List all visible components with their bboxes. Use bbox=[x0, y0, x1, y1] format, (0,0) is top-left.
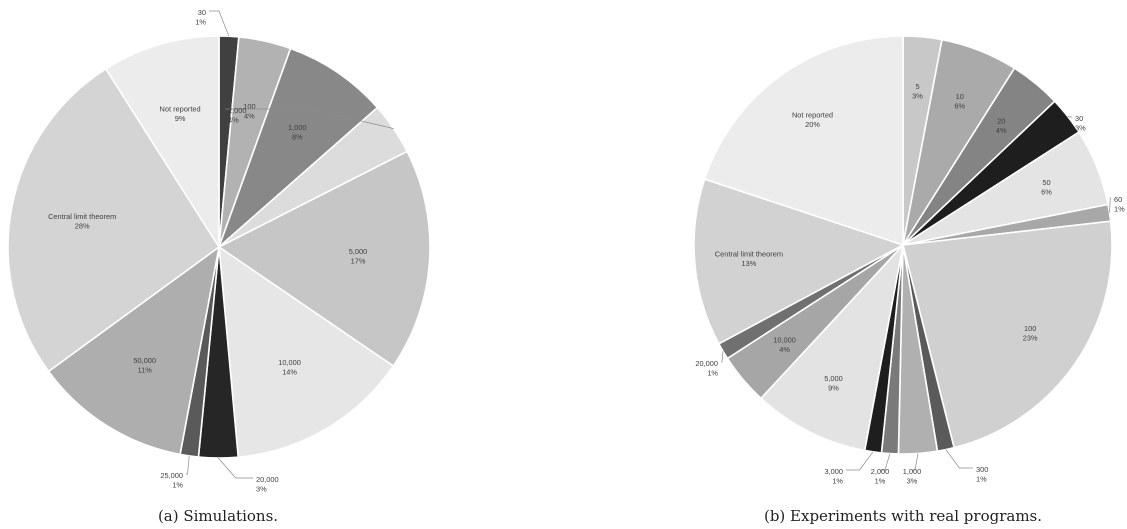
pie-slice-10-000 bbox=[218, 245, 395, 458]
pie-slice-5-000 bbox=[217, 150, 431, 368]
leader-line-30 bbox=[209, 10, 230, 37]
slice-label-not-reported: Not reported bbox=[792, 111, 833, 120]
slice-percent-100: 23% bbox=[1023, 333, 1038, 342]
caption-simulations: (a) Simulations. bbox=[158, 507, 278, 525]
slice-percent-10-000: 14% bbox=[282, 368, 297, 377]
slice-percent-100: 4% bbox=[244, 112, 255, 121]
slice-percent-5: 3% bbox=[912, 92, 923, 101]
slice-label-2-000: 2,000 bbox=[871, 467, 890, 476]
leader-line-3-000 bbox=[846, 451, 874, 471]
slice-percent-3-000: 1% bbox=[832, 477, 843, 486]
pie-slice-central-limit-theorem bbox=[693, 178, 906, 345]
pie-slice-not-reported bbox=[104, 35, 220, 250]
slice-percent-30: 1% bbox=[195, 18, 206, 27]
slice-label-5: 5 bbox=[915, 82, 919, 91]
leader-line-30 bbox=[1067, 115, 1072, 118]
slice-label-50: 50 bbox=[1042, 178, 1050, 187]
slice-percent-1-000: 8% bbox=[292, 132, 303, 141]
slice-label-60: 60 bbox=[1114, 195, 1122, 204]
pie-slice-not-reported bbox=[703, 35, 904, 247]
slice-label-1-000: 1,000 bbox=[903, 467, 922, 476]
slice-label-25-000: 25,000 bbox=[160, 471, 183, 480]
slice-label-20-000: 20,000 bbox=[695, 359, 718, 368]
slice-percent-300: 1% bbox=[976, 475, 987, 484]
slice-percent-50: 6% bbox=[1041, 188, 1052, 197]
slice-percent-25-000: 1% bbox=[172, 481, 183, 490]
slice-label-2-000: 2,000 bbox=[228, 106, 247, 115]
slice-percent-20: 4% bbox=[996, 126, 1007, 135]
slice-label-not-reported: Not reported bbox=[160, 104, 201, 113]
pie-slice-central-limit-theorem bbox=[7, 67, 221, 373]
slice-percent-50-000: 11% bbox=[138, 365, 153, 374]
pie-slice-1-000 bbox=[218, 47, 379, 248]
slice-label-100: 100 bbox=[243, 102, 255, 111]
slice-percent-not-reported: 20% bbox=[805, 120, 820, 129]
slice-percent-5-000: 17% bbox=[351, 257, 366, 266]
leader-line-25-000 bbox=[186, 455, 190, 475]
pie-slice-5-000 bbox=[759, 242, 905, 452]
slice-label-20-000: 20,000 bbox=[256, 475, 279, 484]
slice-percent-2-000: 4% bbox=[228, 116, 239, 125]
slice-percent-1-000: 3% bbox=[907, 477, 918, 486]
leader-line-2-000 bbox=[880, 453, 891, 471]
slice-percent-2-000: 1% bbox=[875, 477, 886, 486]
slice-label-central-limit-theorem: Central limit theorem bbox=[48, 212, 116, 221]
slice-label-5-000: 5,000 bbox=[349, 247, 368, 256]
slice-percent-60: 1% bbox=[1114, 205, 1125, 214]
slice-percent-30: 3% bbox=[1075, 124, 1086, 133]
slice-label-100: 100 bbox=[1024, 324, 1036, 333]
slice-label-30: 30 bbox=[1075, 114, 1083, 123]
slice-label-10: 10 bbox=[956, 92, 964, 101]
slice-label-10-000: 10,000 bbox=[278, 358, 301, 367]
slice-label-3-000: 3,000 bbox=[825, 467, 844, 476]
pie-slice-50-000 bbox=[47, 245, 221, 456]
leader-line-60 bbox=[1109, 197, 1111, 213]
slice-label-30: 30 bbox=[198, 8, 206, 17]
pie-slice-100 bbox=[902, 220, 1113, 449]
slice-percent-central-limit-theorem: 28% bbox=[75, 222, 90, 231]
leader-line-2-000 bbox=[225, 108, 394, 129]
slice-percent-10: 6% bbox=[954, 102, 965, 111]
leader-line-300 bbox=[945, 449, 973, 469]
pie-chart-simulations: 301%1004%1,0008%2,0004%5,00017%10,00014%… bbox=[7, 8, 431, 494]
leader-line-20-000 bbox=[218, 457, 253, 479]
slice-percent-20-000: 3% bbox=[256, 485, 267, 494]
slice-percent-5-000: 9% bbox=[828, 384, 839, 393]
slice-label-5-000: 5,000 bbox=[824, 374, 843, 383]
slice-label-50-000: 50,000 bbox=[133, 356, 156, 365]
leader-line-1-000 bbox=[912, 453, 919, 471]
slice-label-20: 20 bbox=[997, 117, 1005, 126]
slice-label-10-000: 10,000 bbox=[773, 336, 796, 345]
slice-label-central-limit-theorem: Central limit theorem bbox=[715, 249, 783, 258]
leader-line-20-000 bbox=[721, 351, 724, 363]
slice-percent-central-limit-theorem: 13% bbox=[742, 259, 757, 268]
slice-percent-20-000: 1% bbox=[707, 369, 718, 378]
slice-label-300: 300 bbox=[976, 465, 988, 474]
pie-chart-real-programs: 53% 106%204%303%506%601%10023%3001%1,0003… bbox=[693, 35, 1125, 486]
slice-percent-not-reported: 9% bbox=[175, 114, 186, 123]
slice-label-1-000: 1,000 bbox=[288, 123, 307, 132]
caption-real-programs: (b) Experiments with real programs. bbox=[764, 507, 1042, 525]
slice-percent-10-000: 4% bbox=[779, 345, 790, 354]
